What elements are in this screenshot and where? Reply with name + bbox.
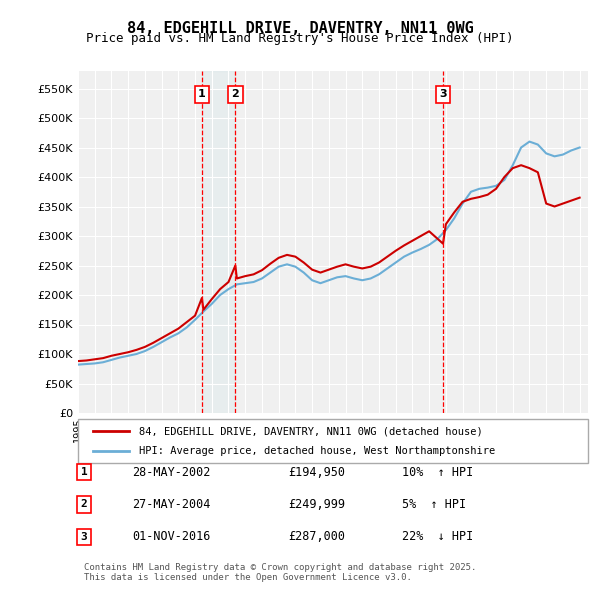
Text: 10%  ↑ HPI: 10% ↑ HPI bbox=[402, 466, 473, 478]
Text: 22%  ↓ HPI: 22% ↓ HPI bbox=[402, 530, 473, 543]
Text: 2: 2 bbox=[232, 90, 239, 99]
Text: 84, EDGEHILL DRIVE, DAVENTRY, NN11 0WG: 84, EDGEHILL DRIVE, DAVENTRY, NN11 0WG bbox=[127, 21, 473, 35]
Text: 3: 3 bbox=[80, 532, 88, 542]
Text: 01-NOV-2016: 01-NOV-2016 bbox=[132, 530, 211, 543]
Text: 27-MAY-2004: 27-MAY-2004 bbox=[132, 498, 211, 511]
Text: 1: 1 bbox=[80, 467, 88, 477]
Text: £194,950: £194,950 bbox=[288, 466, 345, 478]
Text: 28-MAY-2002: 28-MAY-2002 bbox=[132, 466, 211, 478]
Text: 3: 3 bbox=[439, 90, 447, 99]
Text: 84, EDGEHILL DRIVE, DAVENTRY, NN11 0WG (detached house): 84, EDGEHILL DRIVE, DAVENTRY, NN11 0WG (… bbox=[139, 427, 483, 436]
Text: £249,999: £249,999 bbox=[288, 498, 345, 511]
Text: £287,000: £287,000 bbox=[288, 530, 345, 543]
Text: Contains HM Land Registry data © Crown copyright and database right 2025.
This d: Contains HM Land Registry data © Crown c… bbox=[84, 563, 476, 582]
Text: HPI: Average price, detached house, West Northamptonshire: HPI: Average price, detached house, West… bbox=[139, 446, 496, 455]
Text: Price paid vs. HM Land Registry's House Price Index (HPI): Price paid vs. HM Land Registry's House … bbox=[86, 32, 514, 45]
Text: 1: 1 bbox=[198, 90, 206, 99]
Bar bbox=[202, 71, 235, 413]
FancyBboxPatch shape bbox=[78, 419, 588, 463]
Text: 2: 2 bbox=[80, 500, 88, 509]
Text: 5%  ↑ HPI: 5% ↑ HPI bbox=[402, 498, 466, 511]
